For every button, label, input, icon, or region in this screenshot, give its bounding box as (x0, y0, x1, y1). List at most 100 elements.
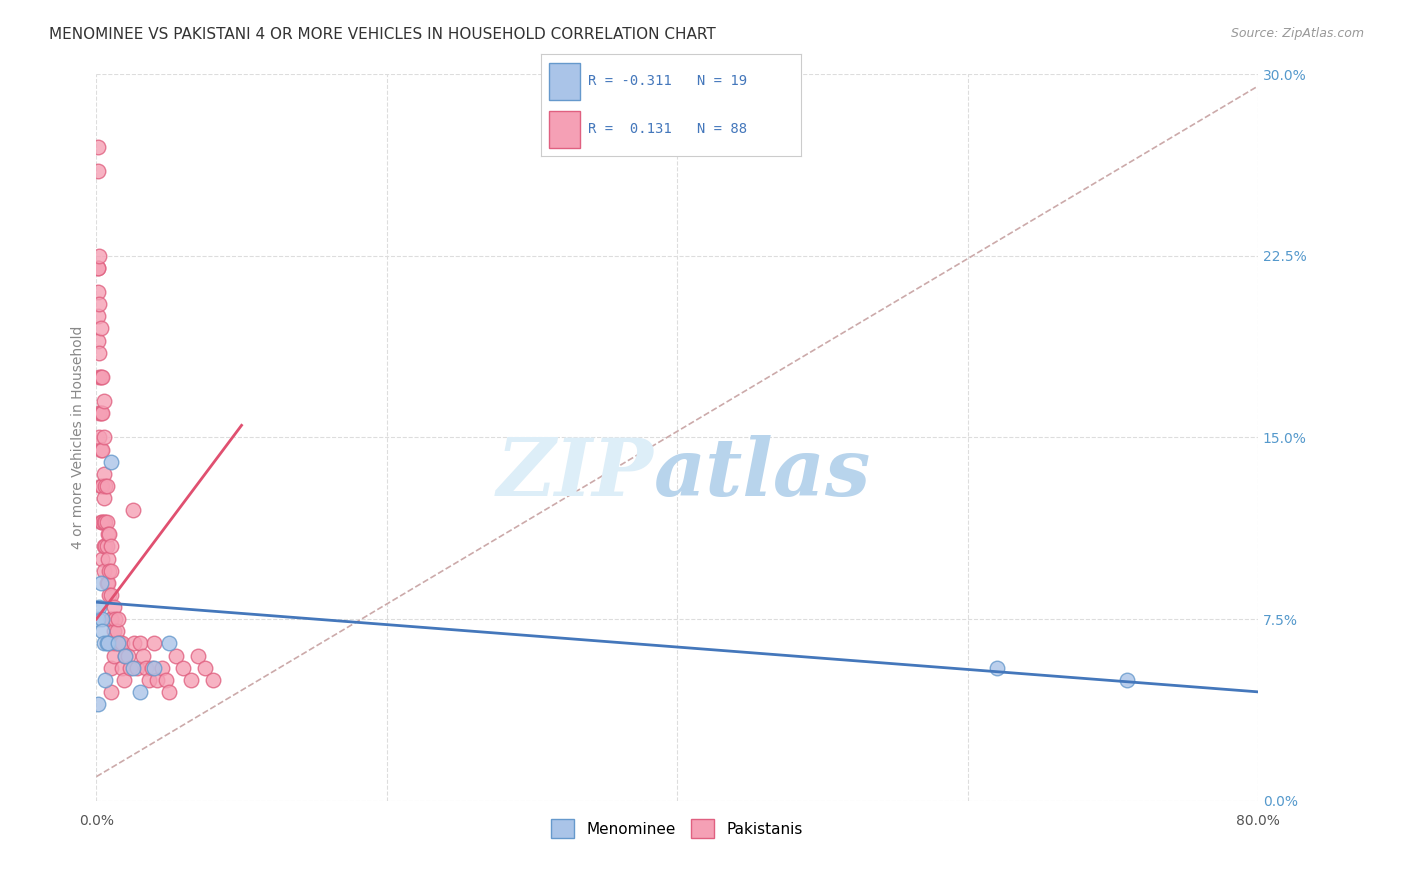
Point (125, 660, 148, 674)
Point (100, 612, 122, 626)
Point (87, 164, 110, 178)
Point (100, 455, 122, 469)
Point (89, 406, 111, 420)
Point (129, 636, 152, 650)
Point (91, 406, 114, 420)
Point (194, 660, 217, 674)
Point (104, 636, 127, 650)
Point (96, 540, 118, 554)
Point (100, 636, 122, 650)
Point (100, 540, 122, 554)
Point (155, 673, 177, 687)
Text: R = -0.311   N = 19: R = -0.311 N = 19 (588, 74, 747, 88)
Point (94, 540, 117, 554)
Point (91, 442, 114, 457)
Point (93, 540, 115, 554)
Text: atlas: atlas (654, 435, 872, 513)
Point (94, 515, 117, 529)
Point (146, 673, 169, 687)
Point (87, 260, 110, 275)
Point (150, 660, 173, 674)
Point (91, 612, 114, 626)
Point (103, 648, 125, 663)
Point (103, 600, 125, 615)
Point (129, 685, 152, 699)
Point (100, 564, 122, 578)
Point (100, 685, 122, 699)
Point (107, 612, 129, 626)
Point (89, 249, 111, 263)
Point (87, 260, 110, 275)
Point (91, 515, 114, 529)
Point (87, 612, 110, 626)
Point (90, 479, 112, 493)
Point (121, 503, 143, 517)
Point (97, 551, 120, 566)
Text: Source: ZipAtlas.com: Source: ZipAtlas.com (1230, 27, 1364, 40)
Point (118, 660, 141, 674)
Point (143, 660, 166, 674)
Point (100, 636, 122, 650)
Point (93, 636, 115, 650)
Point (96, 479, 118, 493)
Point (94, 673, 117, 687)
Point (108, 636, 131, 650)
Point (100, 660, 122, 674)
Point (94, 479, 117, 493)
Point (180, 673, 202, 687)
Point (172, 660, 194, 674)
Point (111, 660, 134, 674)
Point (114, 648, 136, 663)
Point (93, 430, 115, 444)
Point (87, 139, 110, 153)
Point (96, 636, 118, 650)
Point (132, 648, 155, 663)
Point (90, 406, 112, 420)
Point (97, 636, 120, 650)
Legend: Menominee, Pakistanis: Menominee, Pakistanis (546, 814, 808, 844)
Point (100, 612, 122, 626)
Point (141, 660, 163, 674)
Point (91, 624, 114, 639)
Point (87, 697, 110, 711)
Point (986, 660, 1008, 674)
Point (87, 285, 110, 299)
Point (91, 479, 114, 493)
Point (97, 575, 120, 590)
Point (98, 527, 121, 541)
Point (91, 551, 114, 566)
Point (117, 648, 139, 663)
Text: 0.0%: 0.0% (79, 814, 114, 828)
Point (89, 430, 111, 444)
Point (157, 685, 180, 699)
Point (122, 636, 145, 650)
Point (107, 636, 129, 650)
Point (201, 673, 224, 687)
Point (90, 321, 112, 335)
Point (112, 673, 135, 687)
Point (89, 370, 111, 384)
Point (121, 660, 143, 674)
Text: MENOMINEE VS PAKISTANI 4 OR MORE VEHICLES IN HOUSEHOLD CORRELATION CHART: MENOMINEE VS PAKISTANI 4 OR MORE VEHICLE… (49, 27, 716, 42)
Point (96, 515, 118, 529)
Point (96, 575, 118, 590)
Y-axis label: 4 or more Vehicles in Household: 4 or more Vehicles in Household (72, 326, 86, 549)
Point (100, 588, 122, 602)
Point (93, 515, 115, 529)
Point (89, 600, 111, 615)
Point (93, 394, 115, 409)
Point (104, 612, 127, 626)
Point (98, 564, 121, 578)
Point (87, 334, 110, 348)
Point (89, 297, 111, 311)
Point (98, 588, 121, 602)
Text: R =  0.131   N = 88: R = 0.131 N = 88 (588, 122, 747, 136)
Point (138, 673, 160, 687)
Point (93, 467, 115, 481)
Point (135, 660, 157, 674)
Bar (550, 62, 581, 100)
Point (93, 564, 115, 578)
Point (103, 624, 125, 639)
Text: 80.0%: 80.0% (1236, 814, 1279, 828)
Point (90, 515, 112, 529)
